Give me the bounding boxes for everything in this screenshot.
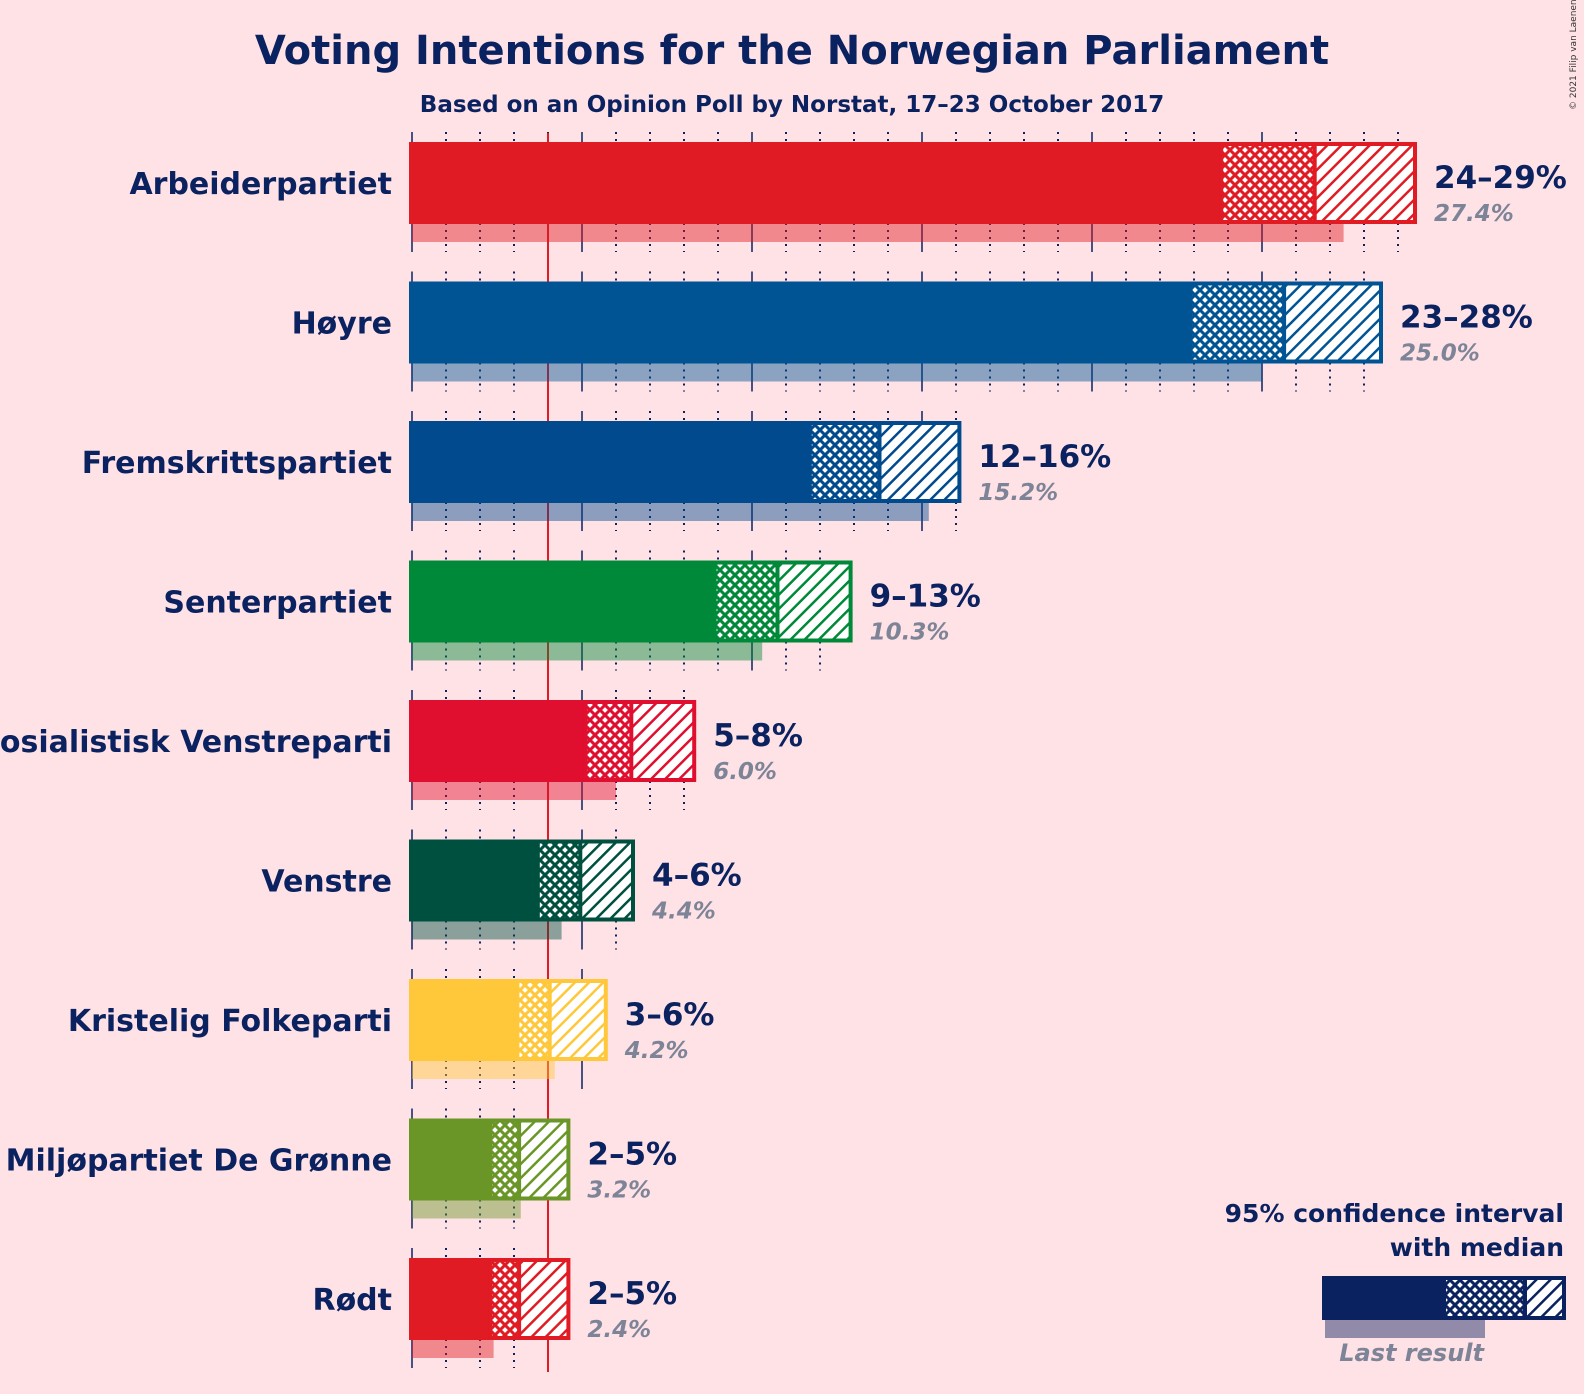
bar-solid [409,700,586,782]
bar-ci-lower [517,981,548,1059]
party-label: Sosialistisk Venstreparti [0,725,392,760]
range-label: 23–28% [1400,300,1533,336]
ci-outline [807,421,962,503]
bar-ci-lower [490,1260,518,1338]
last-result-label: 6.0% [713,759,777,785]
party-label: Høyre [292,307,392,342]
legend-line-1: 95% confidence interval [1225,1199,1564,1228]
ci-outline [515,979,608,1061]
legend-outline [1442,1276,1566,1320]
bar-solid [409,560,715,643]
bar-solid [409,142,1222,224]
legend: 95% confidence interval with median Last… [1225,1199,1566,1367]
party-label: Senterpartiet [163,586,392,621]
party-label: Miljøpartiet De Grønne [6,1144,392,1179]
bar-ci-lower [809,423,878,501]
legend-line-2: with median [1390,1233,1564,1262]
bar-ci-upper [520,1120,569,1199]
range-label: 3–6% [625,997,715,1033]
legend-solid [1322,1276,1444,1320]
ci-outline [488,1258,571,1340]
bar-ci-upper [1316,144,1415,222]
ci-outline [535,839,635,922]
chart-subtitle: Based on an Opinion Poll by Norstat, 17–… [420,92,1164,118]
ci-outline [488,1118,571,1201]
ci-outline [583,700,697,782]
bar-solid [409,839,538,922]
last-result-label: 3.2% [587,1178,651,1204]
range-label: 9–13% [870,579,981,615]
bar-ci-lower [585,702,630,780]
legend-ci-upper [1526,1278,1564,1318]
bar-ci-upper [1285,283,1381,362]
party-label: Arbeiderpartiet [129,167,392,202]
range-label: 5–8% [713,718,803,754]
last-result-label: 10.3% [870,620,950,646]
bar-solid [409,1258,491,1340]
bar-ci-upper [779,562,851,641]
bar-ci-upper [881,423,960,501]
copyright: © 2021 Filip van Laenen [1569,0,1579,110]
bar-ci-lower [490,1120,518,1199]
bar-ci-lower [1190,283,1283,362]
last-result-label: 2.4% [587,1317,651,1343]
bar-ci-upper [633,702,695,780]
range-label: 2–5% [587,1137,677,1173]
party-label: Rødt [312,1283,392,1318]
chart-title: Voting Intentions for the Norwegian Parl… [255,28,1329,74]
range-label: 2–5% [587,1276,677,1312]
bars: Arbeiderpartiet 24–29% 27.4% Høyre 23–28% 25.… [0,142,1567,1358]
bar-ci-lower [537,841,579,920]
bar-ci-upper [520,1260,569,1338]
last-result-label: 15.2% [978,480,1058,506]
legend-last-label: Last result [1339,1339,1485,1367]
bar-solid [409,281,1191,364]
range-label: 24–29% [1434,160,1567,196]
last-result-label: 25.0% [1400,341,1480,367]
bar-ci-lower [1221,144,1313,222]
party-label: Fremskrittspartiet [82,446,392,481]
party-label: Kristelig Folkeparti [68,1004,392,1039]
bar-solid [409,979,518,1061]
ci-outline [1219,142,1417,224]
party-label: Venstre [261,865,392,900]
bar-ci-upper [551,981,606,1059]
last-result-label: 4.2% [624,1038,689,1064]
range-label: 12–16% [978,439,1111,475]
legend-ci-lower [1444,1278,1524,1318]
ci-outline [1188,281,1383,364]
last-result-label: 27.4% [1434,201,1514,227]
ci-outline [712,560,853,643]
bar-ci-lower [714,562,776,641]
bar-solid [409,421,810,503]
last-result-label: 4.4% [651,899,716,925]
bar-solid [409,1118,491,1201]
range-label: 4–6% [652,858,742,894]
bar-ci-upper [582,841,633,920]
